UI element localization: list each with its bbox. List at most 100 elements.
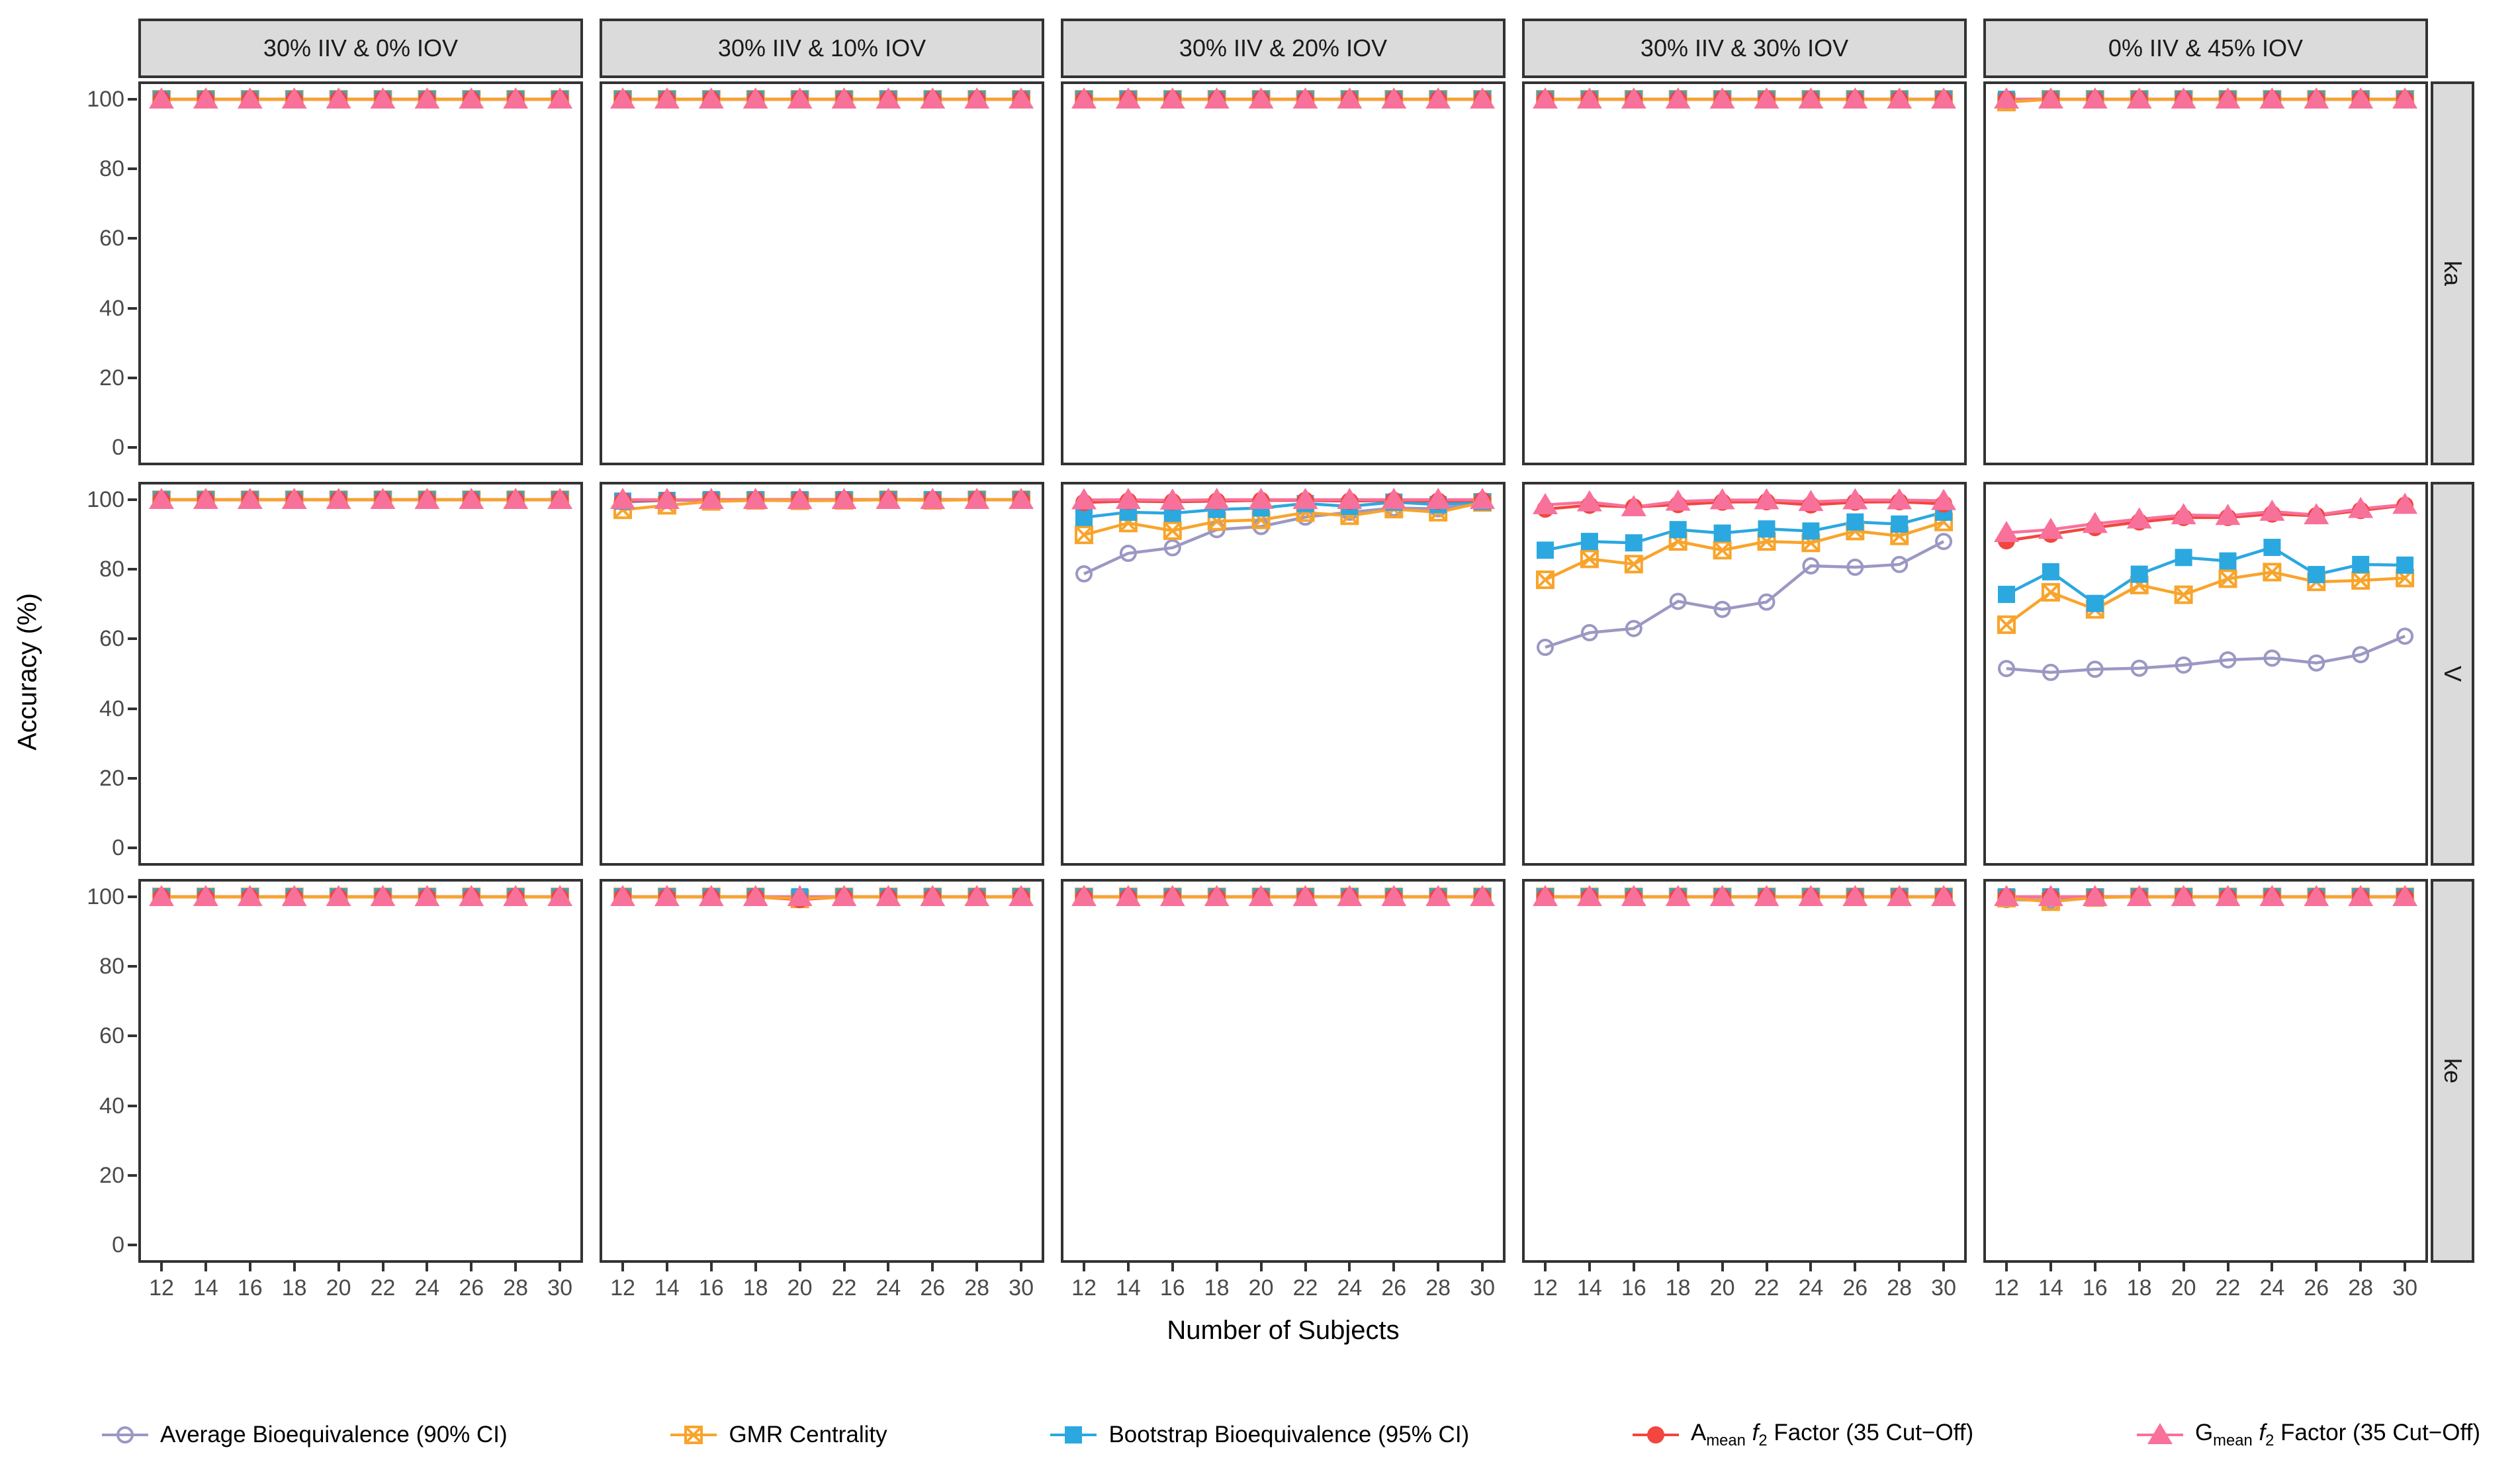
filled-triangle-marker <box>1994 520 2019 542</box>
x-tick-mark <box>514 1263 518 1271</box>
filled-triangle-marker <box>193 488 218 509</box>
filled-square-marker <box>1758 520 1776 538</box>
filled-triangle-marker <box>1842 488 1868 510</box>
crossed-square-marker <box>2041 582 2060 602</box>
facet-column-label: 30% IIV & 0% IOV <box>263 34 459 62</box>
x-tick-mark <box>1348 1263 1351 1271</box>
x-tick-label: 18 <box>1204 1275 1230 1301</box>
y-tick-mark <box>128 446 137 449</box>
panel-plot <box>1071 488 1496 583</box>
filled-triangle-marker <box>1292 488 1318 509</box>
x-tick-mark <box>292 1263 296 1271</box>
filled-triangle-marker <box>698 885 724 906</box>
filled-triangle-marker <box>876 87 901 109</box>
filled-triangle-marker <box>2171 87 2196 109</box>
filled-square-marker <box>2352 555 2370 573</box>
line-gmr <box>622 498 1022 512</box>
filled-triangle-marker <box>1576 490 1602 512</box>
y-tick-mark <box>128 1104 137 1107</box>
x-tick-mark <box>1676 1263 1680 1271</box>
filled-triangle-marker <box>1115 488 1141 509</box>
panel-ke-col3 <box>1061 879 1506 1263</box>
filled-triangle-marker <box>237 488 263 509</box>
filled-square-marker <box>2086 594 2104 612</box>
open-circle-marker <box>2086 661 2104 678</box>
legend-label: GMR Centrality <box>729 1422 887 1447</box>
filled-triangle-marker <box>831 87 857 109</box>
y-tick-label: 100 <box>87 487 124 512</box>
filled-triangle-marker <box>1009 885 1034 906</box>
y-tick-mark <box>128 1034 137 1038</box>
open-circle-marker <box>1119 545 1137 563</box>
filled-triangle-marker <box>1248 87 1274 109</box>
open-circle-marker <box>2130 659 2148 677</box>
filled-triangle-marker <box>654 885 680 906</box>
legend-filled-square-icon <box>1050 1426 1097 1443</box>
filled-triangle-marker <box>2171 885 2196 906</box>
filled-triangle-marker <box>1159 488 1185 510</box>
filled-triangle-marker <box>547 885 573 906</box>
filled-circle-marker <box>1646 1426 1664 1443</box>
x-tick-mark <box>204 1263 207 1271</box>
panel-ka-col2 <box>600 81 1044 465</box>
filled-triangle-marker <box>2348 885 2374 906</box>
panel-ka-col4 <box>1522 81 1967 465</box>
x-tick-mark <box>798 1263 801 1271</box>
x-tick-label: 30 <box>1470 1275 1495 1301</box>
y-tick-mark <box>128 568 137 571</box>
panel-V-col3 <box>1061 482 1506 866</box>
filled-triangle-marker <box>920 885 946 906</box>
filled-triangle-marker <box>281 488 307 509</box>
filled-triangle-marker <box>1204 885 1230 906</box>
y-tick-label: 100 <box>87 87 124 112</box>
filled-triangle-marker <box>698 87 724 109</box>
filled-triangle-marker <box>370 87 396 109</box>
x-tick-label: 28 <box>1887 1275 1912 1301</box>
filled-square-marker <box>1846 513 1864 531</box>
x-tick-mark <box>2271 1263 2274 1271</box>
filled-triangle-marker <box>1337 87 1363 109</box>
x-tick-mark <box>2005 1263 2008 1271</box>
line-gmr <box>2006 97 2406 104</box>
filled-triangle-marker <box>1292 87 1318 109</box>
filled-triangle-marker <box>1709 885 1735 906</box>
filled-triangle-marker <box>1621 885 1646 906</box>
filled-triangle-marker <box>1621 495 1646 517</box>
x-tick-mark <box>1898 1263 1901 1271</box>
filled-triangle-marker <box>1931 87 1957 109</box>
line-gmr <box>1083 501 1483 537</box>
filled-triangle-marker <box>1071 87 1097 109</box>
filled-triangle-marker <box>2304 503 2329 525</box>
filled-triangle-marker <box>654 87 680 109</box>
x-tick-mark <box>381 1263 384 1271</box>
line-boot_be <box>1083 500 1483 520</box>
x-tick-label: 26 <box>2304 1275 2329 1301</box>
filled-triangle-marker <box>920 488 946 509</box>
open-circle-marker <box>1935 533 1953 551</box>
filled-triangle-marker <box>1159 87 1185 109</box>
facet-column-strip: 30% IIV & 20% IOV <box>1061 19 1506 78</box>
filled-triangle-marker <box>876 885 901 906</box>
filled-triangle-marker <box>964 87 990 109</box>
filled-square-marker <box>1891 515 1909 533</box>
open-circle-marker <box>1625 619 1642 637</box>
filled-triangle-marker <box>2082 87 2108 109</box>
open-circle-marker <box>1075 565 1093 583</box>
open-circle-marker <box>2352 646 2370 664</box>
y-tick-label: 20 <box>99 765 124 791</box>
y-tick-mark <box>128 237 137 240</box>
filled-triangle-marker <box>1533 885 1558 906</box>
filled-triangle-marker <box>503 87 529 109</box>
filled-triangle-marker <box>1842 885 1868 906</box>
filled-triangle-marker <box>920 87 946 109</box>
x-tick-mark <box>1083 1263 1085 1271</box>
filled-triangle-marker <box>1798 490 1824 512</box>
legend-label: Amean f2 Factor (35 Cut−Off) <box>1690 1420 1974 1449</box>
filled-square-marker <box>1075 508 1093 526</box>
filled-triangle-marker <box>414 885 440 906</box>
x-tick-label: 12 <box>149 1275 174 1301</box>
filled-square-marker <box>2396 556 2414 574</box>
x-tick-mark <box>1588 1263 1591 1271</box>
filled-triangle-marker <box>1470 488 1496 509</box>
x-tick-label: 12 <box>1533 1275 1558 1301</box>
